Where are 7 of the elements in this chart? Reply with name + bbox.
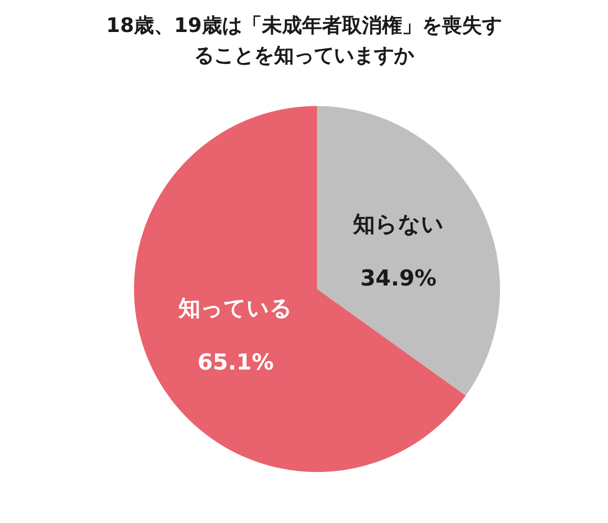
data-label: 34.9%: [360, 266, 437, 292]
slice-label: 知らない: [352, 212, 444, 238]
data-label: 65.1%: [197, 350, 274, 376]
pie-slice: [317, 106, 500, 396]
slice-label: 知っている: [178, 296, 293, 322]
pie-slice: [134, 106, 466, 472]
chart-title: 18歳、19歳は「未成年者取消権」を喪失することを知っていますか: [105, 12, 503, 69]
